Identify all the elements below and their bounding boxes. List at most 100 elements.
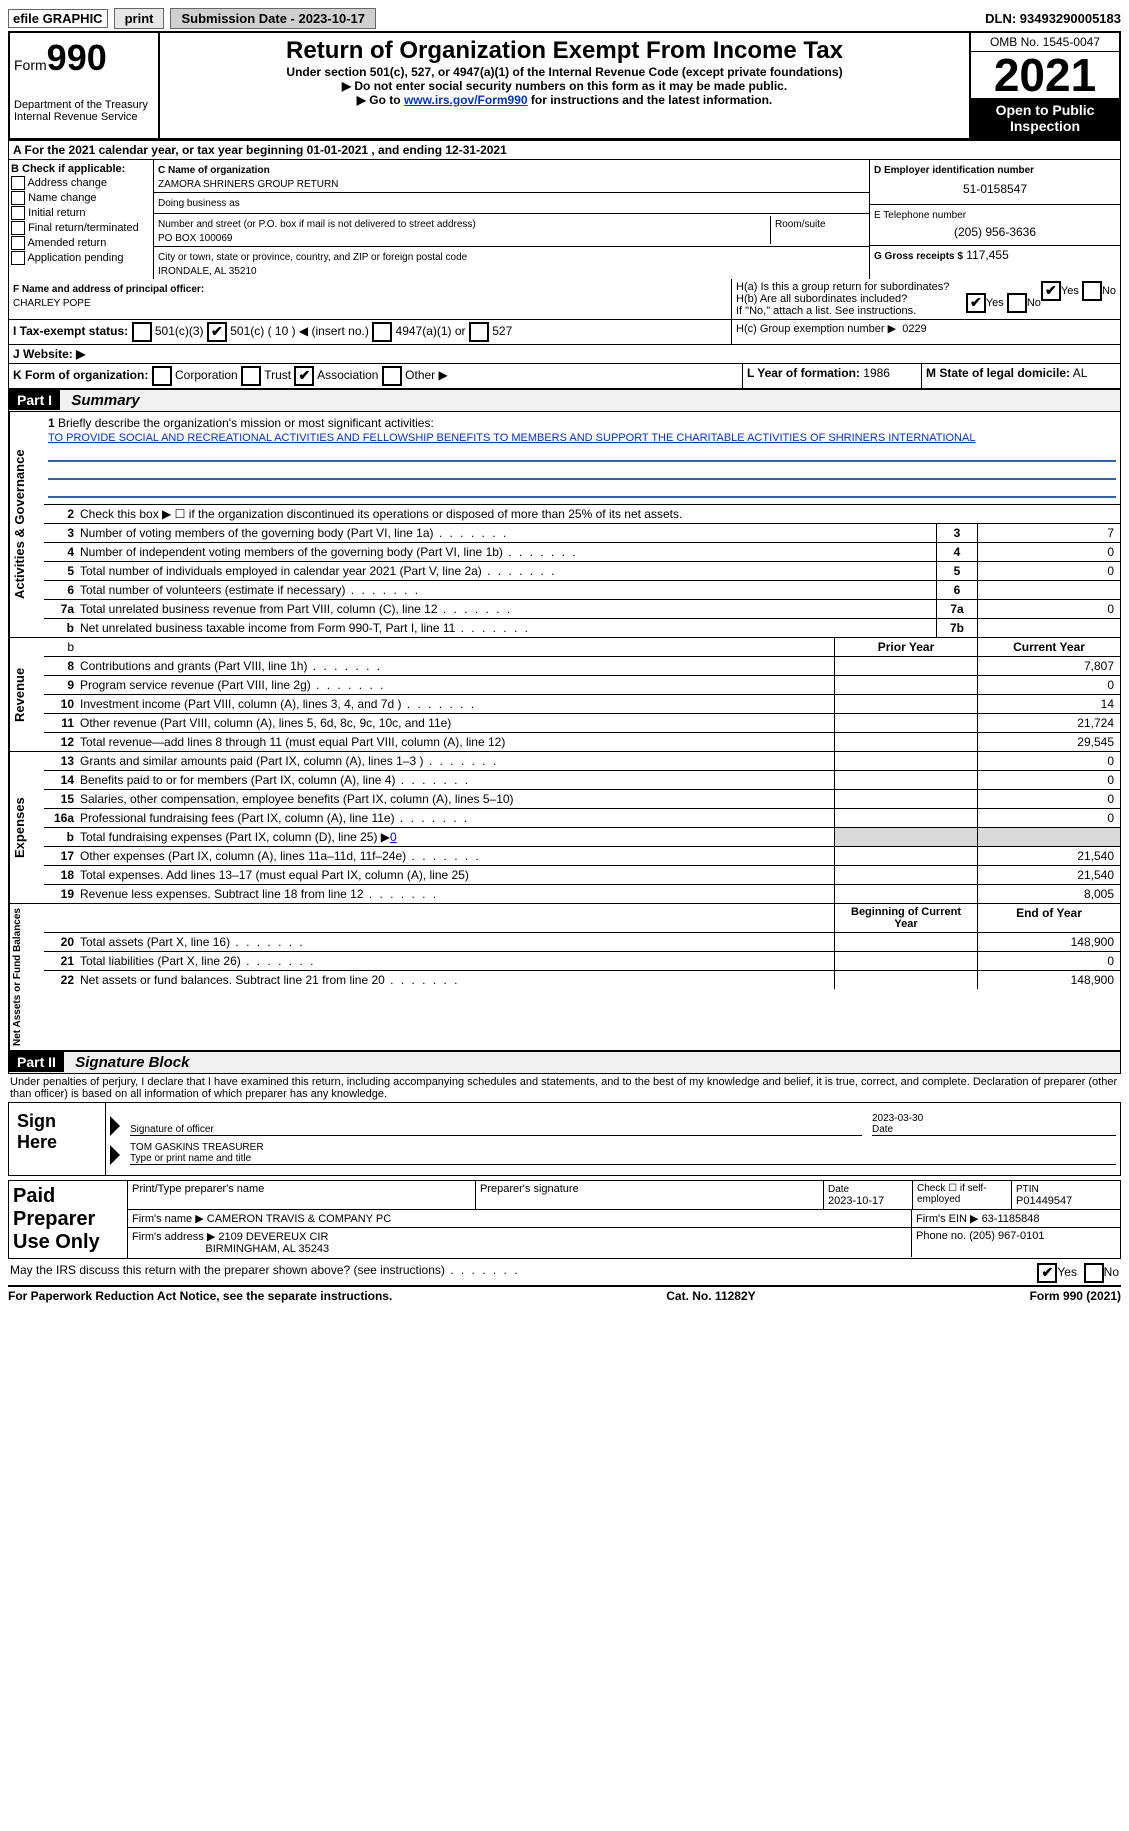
activities-section: Activities & Governance 1 Briefly descri… — [8, 412, 1121, 638]
top-bar: efile GRAPHIC print Submission Date - 20… — [8, 8, 1121, 29]
box-c: C Name of organization ZAMORA SHRINERS G… — [154, 160, 869, 279]
l15-val: 0 — [977, 790, 1120, 808]
room-label: Room/suite — [775, 219, 826, 230]
l4-val: 0 — [977, 543, 1120, 561]
l1-label: Briefly describe the organization's miss… — [58, 416, 434, 430]
chk-527[interactable] — [469, 322, 489, 342]
boy-head: Beginning of Current Year — [834, 904, 977, 932]
form990-link[interactable]: www.irs.gov/Form990 — [404, 93, 528, 107]
chk-other[interactable] — [382, 366, 402, 386]
box-b: B Check if applicable: Address change Na… — [9, 160, 154, 279]
hc-val: 0229 — [902, 323, 926, 335]
l11-val: 21,724 — [977, 714, 1120, 732]
opt-corp: Corporation — [175, 368, 238, 382]
k-label: K Form of organization: — [13, 368, 148, 382]
entity-info: B Check if applicable: Address change Na… — [8, 160, 1121, 279]
g-label: G Gross receipts $ — [874, 251, 963, 262]
l14-val: 0 — [977, 771, 1120, 789]
pra-notice: For Paperwork Reduction Act Notice, see … — [8, 1289, 392, 1303]
chk-assoc[interactable]: ✔ — [294, 366, 314, 386]
form-title: Return of Organization Exempt From Incom… — [164, 37, 965, 65]
ha-no-check[interactable] — [1082, 281, 1102, 301]
hb-label: H(b) Are all subordinates included? — [736, 293, 907, 305]
chk-addr[interactable]: Address change — [11, 176, 151, 190]
chk-final[interactable]: Final return/terminated — [11, 221, 151, 235]
l7a-val: 0 — [977, 600, 1120, 618]
l7b-num: b — [44, 619, 76, 637]
mission-text: TO PROVIDE SOCIAL AND RECREATIONAL ACTIV… — [48, 432, 975, 444]
e-label: E Telephone number — [874, 210, 966, 221]
l7a-desc: Total unrelated business revenue from Pa… — [76, 600, 936, 618]
l16a-val: 0 — [977, 809, 1120, 827]
chk-trust[interactable] — [241, 366, 261, 386]
chk-initial[interactable]: Initial return — [11, 206, 151, 220]
side-revenue: Revenue — [9, 638, 44, 751]
l16b-val: 0 — [390, 830, 397, 844]
discuss-yes-check[interactable]: ✔ — [1037, 1263, 1057, 1283]
name-title-field: TOM GASKINS TREASURERType or print name … — [130, 1142, 1116, 1165]
expenses-section: Expenses 13Grants and similar amounts pa… — [8, 752, 1121, 904]
chk-501c3[interactable] — [132, 322, 152, 342]
no-label: No — [1102, 285, 1116, 297]
chk-amended[interactable]: Amended return — [11, 236, 151, 250]
ptin-val: P01449547 — [1016, 1195, 1072, 1207]
page-footer: For Paperwork Reduction Act Notice, see … — [8, 1285, 1121, 1305]
hb-yes-check[interactable]: ✔ — [966, 293, 986, 313]
ha-yes-check[interactable]: ✔ — [1041, 281, 1061, 301]
firm-addr2: BIRMINGHAM, AL 35243 — [205, 1243, 329, 1255]
prep-title: Paid Preparer Use Only — [9, 1181, 128, 1258]
blank-line — [48, 446, 1116, 462]
l12-desc: Total revenue—add lines 8 through 11 (mu… — [76, 733, 834, 751]
chk-4947[interactable] — [372, 322, 392, 342]
prep-date-val: 2023-10-17 — [828, 1195, 884, 1207]
d-label: D Employer identification number — [874, 165, 1034, 176]
chk-pending[interactable]: Application pending — [11, 251, 151, 265]
firm-name-label: Firm's name ▶ — [132, 1213, 204, 1225]
l-label: L Year of formation: — [747, 366, 860, 380]
addr-val: PO BOX 100069 — [158, 233, 233, 244]
city-label: City or town, state or province, country… — [158, 252, 467, 263]
l16b-desc: Total fundraising expenses (Part IX, col… — [76, 828, 834, 846]
hc-label: H(c) Group exemption number ▶ — [736, 323, 896, 335]
current-head: Current Year — [977, 638, 1120, 656]
l17-val: 21,540 — [977, 847, 1120, 865]
sig-date-field: 2023-03-30Date — [872, 1113, 1116, 1136]
firm-addr1: 2109 DEVEREUX CIR — [218, 1231, 328, 1243]
form-note2: ▶ Go to www.irs.gov/Form990 for instruct… — [164, 93, 965, 107]
l7b-val — [977, 619, 1120, 637]
note2-pre: ▶ Go to — [357, 93, 404, 107]
chk-corp[interactable] — [152, 366, 172, 386]
chk-501c[interactable]: ✔ — [207, 322, 227, 342]
chk-init-label: Initial return — [28, 207, 85, 219]
addr-label: Number and street (or P.O. box if mail i… — [158, 219, 476, 230]
website-row: J Website: ▶ — [8, 345, 1121, 364]
discuss-no-check[interactable] — [1084, 1263, 1104, 1283]
preparer-block: Paid Preparer Use Only Print/Type prepar… — [8, 1180, 1121, 1259]
l18-val: 21,540 — [977, 866, 1120, 884]
officer-sig-field[interactable]: Signature of officer — [130, 1113, 862, 1136]
box-b-title: B Check if applicable: — [11, 163, 151, 175]
chk-name-label: Name change — [28, 192, 97, 204]
l10-val: 14 — [977, 695, 1120, 713]
ptin-label: PTIN — [1016, 1184, 1039, 1195]
part2-bar: Part II — [9, 1052, 64, 1072]
org-name: ZAMORA SHRINERS GROUP RETURN — [158, 179, 338, 190]
chk-name[interactable]: Name change — [11, 191, 151, 205]
l22-desc: Net assets or fund balances. Subtract li… — [76, 971, 834, 989]
submission-date-button[interactable]: Submission Date - 2023-10-17 — [170, 8, 376, 29]
part2-header: Part II Signature Block — [8, 1051, 1121, 1074]
city-val: IRONDALE, AL 35210 — [158, 266, 257, 277]
part1-bar: Part I — [9, 390, 60, 410]
ha-row: H(a) Is this a group return for subordin… — [736, 281, 1116, 293]
hb-no-check[interactable] — [1007, 293, 1027, 313]
firm-ein-val: 63-1185848 — [982, 1213, 1040, 1225]
l20-val: 148,900 — [977, 933, 1120, 951]
tax-year: 2021 — [971, 52, 1119, 98]
form-header: Form990 Department of the Treasury Inter… — [8, 31, 1121, 141]
yes-label2: Yes — [986, 297, 1004, 309]
irs-label: Internal Revenue Service — [14, 111, 154, 123]
print-button[interactable]: print — [114, 8, 165, 29]
form-word: Form — [14, 57, 47, 73]
prep-selfemp[interactable]: Check ☐ if self-employed — [913, 1181, 1012, 1209]
chk-pend-label: Application pending — [27, 252, 123, 264]
